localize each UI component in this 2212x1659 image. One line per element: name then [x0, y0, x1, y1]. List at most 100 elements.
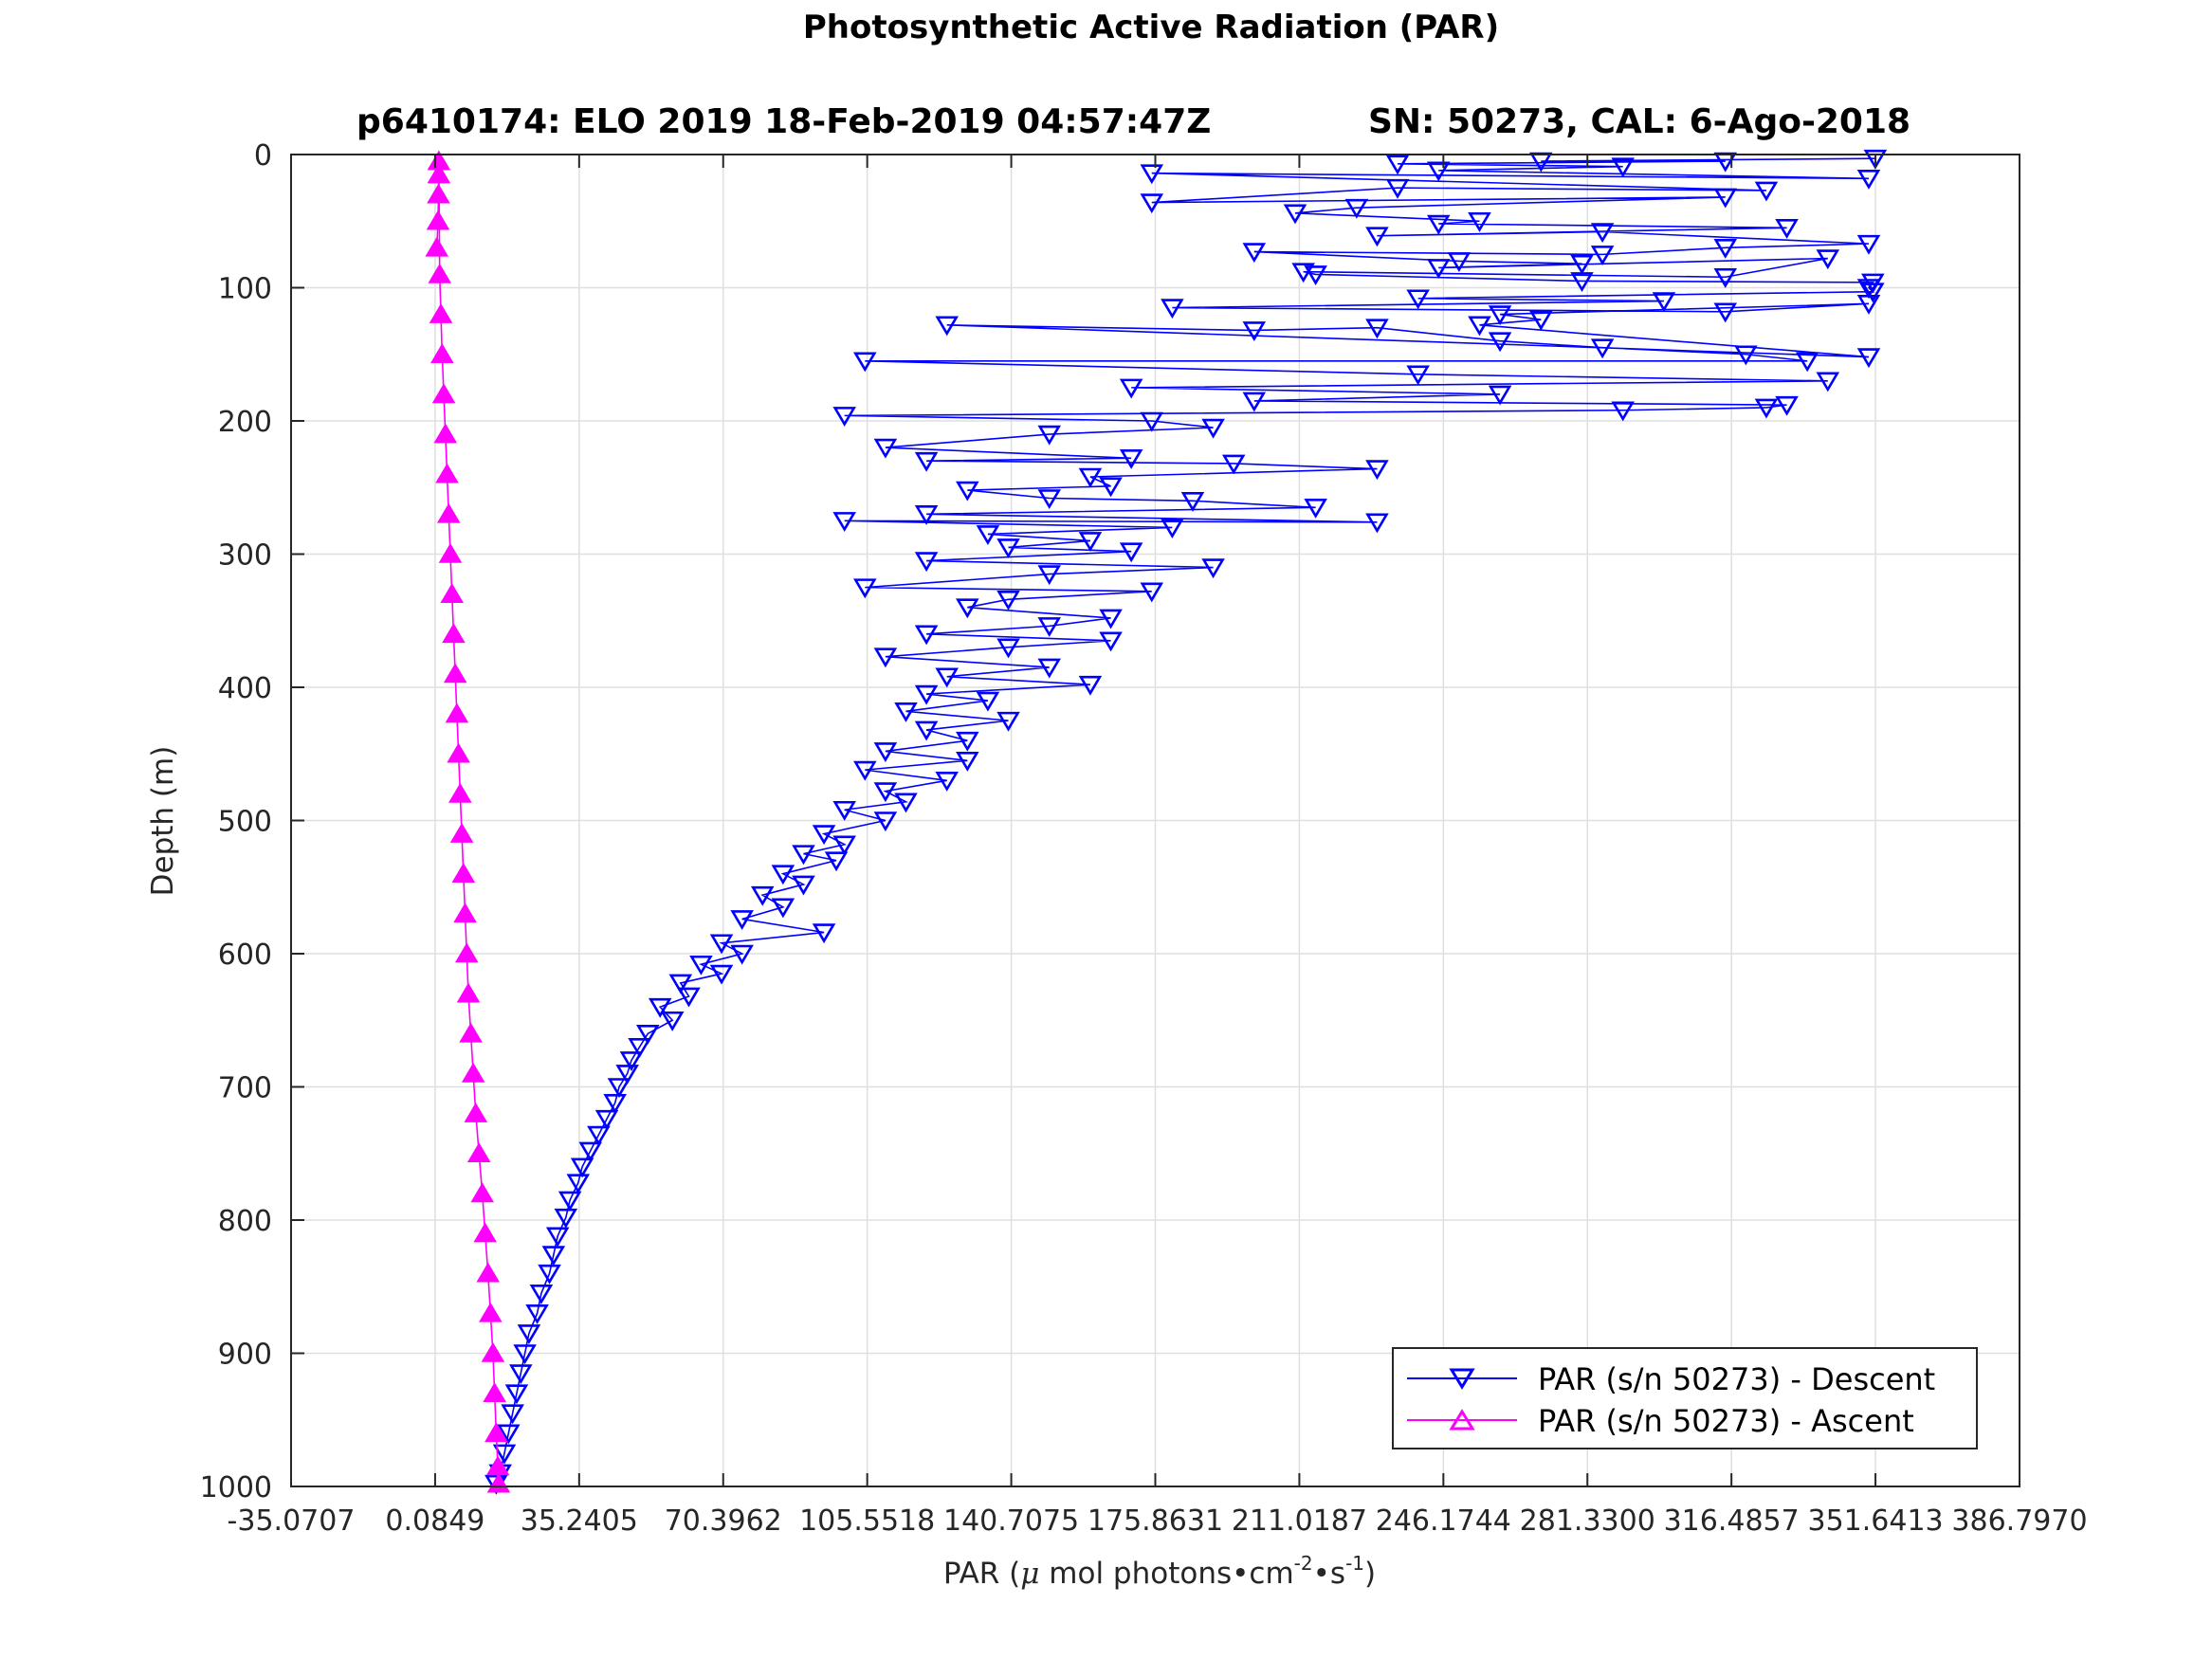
- data-point-marker: [1283, 204, 1307, 225]
- y-tick-label: 1000: [200, 1471, 272, 1504]
- data-point-marker: [1426, 161, 1451, 182]
- data-point-marker: [956, 481, 979, 501]
- legend-ascent-label: PAR (s/n 50273) - Ascent: [1538, 1403, 1914, 1439]
- data-point-marker: [436, 502, 461, 523]
- data-point-marker: [1590, 338, 1615, 359]
- data-point-marker: [594, 1109, 619, 1130]
- data-point-marker: [750, 885, 775, 906]
- x-tick-label: 281.3300: [1520, 1504, 1655, 1538]
- x-label-prefix: PAR (: [943, 1557, 1020, 1591]
- data-point-marker: [1856, 169, 1881, 190]
- data-point-marker: [443, 663, 467, 684]
- data-point-marker: [914, 720, 939, 741]
- data-point-marker: [1856, 279, 1881, 300]
- y-tick-label: 600: [218, 939, 272, 972]
- data-point-marker: [1304, 499, 1327, 519]
- data-point-marker: [1365, 513, 1389, 534]
- y-tick-label: 700: [218, 1072, 272, 1105]
- data-point-marker: [517, 1324, 541, 1344]
- data-point-marker: [447, 742, 470, 763]
- data-point-marker: [1037, 658, 1062, 679]
- data-point-marker: [1754, 398, 1779, 419]
- data-point-marker: [1488, 332, 1512, 353]
- x-tick-label: 140.7075: [943, 1504, 1079, 1538]
- data-point-marker: [448, 782, 472, 803]
- series-line: [495, 157, 1875, 1485]
- data-point-marker: [1590, 246, 1615, 265]
- y-tick-label: 200: [218, 406, 272, 439]
- data-point-marker: [545, 1227, 570, 1248]
- data-point-marker: [1488, 385, 1512, 406]
- data-point-marker: [1856, 234, 1881, 255]
- data-point-marker: [914, 625, 939, 646]
- data-point-marker: [1488, 305, 1512, 326]
- data-point-marker: [438, 542, 463, 563]
- y-tick-label: 100: [218, 273, 272, 306]
- data-point-marker: [425, 236, 448, 257]
- data-point-marker: [427, 183, 450, 204]
- data-point-marker: [1385, 155, 1410, 175]
- data-point-marker: [619, 1051, 644, 1071]
- data-point-marker: [1037, 489, 1062, 510]
- data-point-marker: [566, 1174, 591, 1194]
- data-point-marker: [1242, 321, 1267, 342]
- data-point-marker: [1713, 239, 1738, 259]
- data-point-marker: [429, 303, 453, 323]
- data-point-marker: [894, 702, 918, 722]
- legend-box: [1392, 1347, 1978, 1449]
- data-point-marker: [935, 667, 959, 688]
- data-point-marker: [1037, 425, 1062, 446]
- x-tick-label: 211.0187: [1232, 1504, 1367, 1538]
- data-point-marker: [470, 1182, 494, 1203]
- data-point-marker: [442, 623, 466, 644]
- y-axis-label: Depth (m): [146, 746, 180, 897]
- data-point-marker: [1365, 227, 1389, 247]
- data-point-marker: [504, 1384, 529, 1405]
- data-point-marker: [1468, 211, 1491, 232]
- data-point-marker: [1078, 675, 1103, 696]
- data-point-marker: [538, 1264, 561, 1285]
- data-point-marker: [459, 1022, 483, 1043]
- data-point-marker: [1140, 193, 1164, 214]
- data-point-marker: [428, 263, 452, 283]
- data-point-marker: [509, 1364, 533, 1385]
- data-point-marker: [1775, 218, 1799, 239]
- data-point-marker: [1201, 418, 1225, 439]
- data-point-marker: [427, 150, 451, 171]
- y-ticks: 0 100 200 300 400 500 600 700 800 900 1000: [200, 139, 304, 1504]
- data-point-marker: [956, 751, 979, 772]
- x-label-exp2: -1: [1345, 1552, 1364, 1575]
- data-point-marker: [501, 1404, 524, 1425]
- data-point-marker: [853, 578, 877, 599]
- data-point-marker: [771, 898, 795, 919]
- data-point-marker: [558, 1191, 582, 1212]
- data-point-marker: [853, 760, 877, 781]
- data-point-marker: [1037, 565, 1062, 586]
- data-point-marker: [668, 974, 693, 994]
- data-point-marker: [935, 772, 959, 792]
- data-point-marker: [1611, 157, 1635, 178]
- data-point-marker: [1099, 477, 1123, 498]
- data-point-marker: [832, 512, 856, 532]
- data-point-marker: [529, 1284, 554, 1304]
- data-point-marker: [440, 583, 464, 603]
- data-point-marker: [1816, 249, 1840, 270]
- x-tick-label: 35.2405: [521, 1504, 638, 1538]
- x-tick-label: 316.4857: [1664, 1504, 1800, 1538]
- data-point-marker: [1652, 292, 1676, 313]
- data-point-marker: [1570, 254, 1594, 275]
- data-point-marker: [648, 997, 672, 1018]
- data-point-marker: [976, 691, 1000, 712]
- data-point-marker: [771, 865, 795, 885]
- data-point-marker: [513, 1344, 537, 1365]
- legend: PAR (s/n 50273) - Descent PAR (s/n 50273…: [1392, 1347, 1978, 1449]
- subtitle-right: SN: 50273, CAL: 6-Ago-2018: [1368, 102, 1910, 141]
- data-point-marker: [445, 702, 469, 723]
- y-tick-label: 800: [218, 1205, 272, 1238]
- x-label-exp1: -2: [1294, 1552, 1313, 1575]
- x-tick-label: 175.8631: [1088, 1504, 1223, 1538]
- data-point-marker: [525, 1304, 549, 1324]
- data-point-marker: [578, 1141, 603, 1162]
- data-point-marker: [466, 1142, 491, 1163]
- data-point-marker: [1099, 631, 1123, 652]
